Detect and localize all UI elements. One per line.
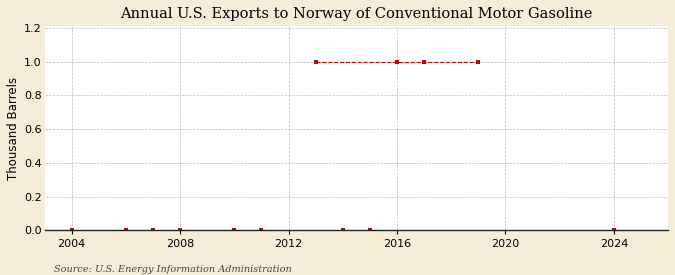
- Y-axis label: Thousand Barrels: Thousand Barrels: [7, 77, 20, 180]
- Title: Annual U.S. Exports to Norway of Conventional Motor Gasoline: Annual U.S. Exports to Norway of Convent…: [120, 7, 593, 21]
- Text: Source: U.S. Energy Information Administration: Source: U.S. Energy Information Administ…: [54, 265, 292, 274]
